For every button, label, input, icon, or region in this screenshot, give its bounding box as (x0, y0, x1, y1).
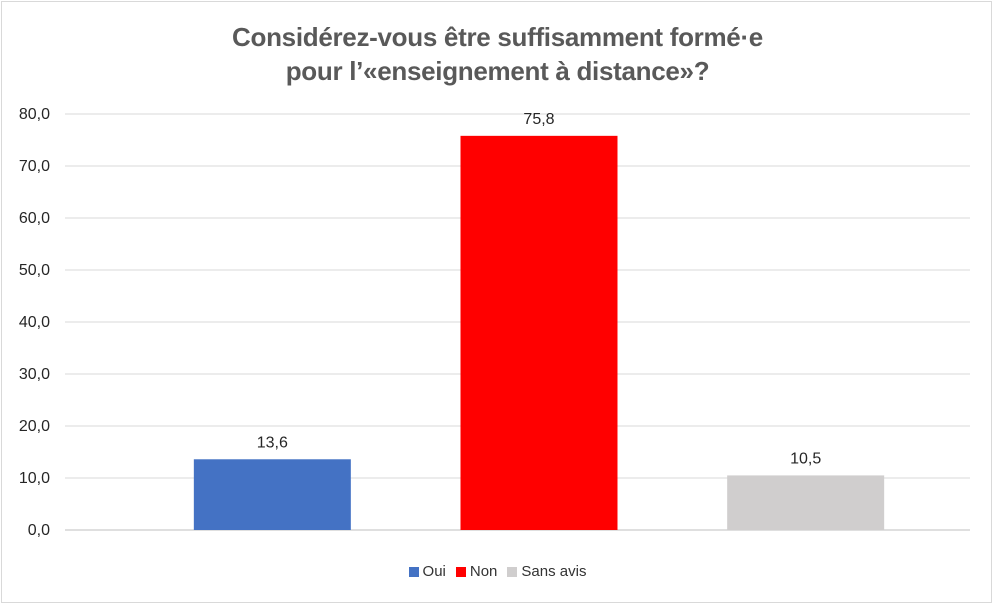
legend-swatch-oui (408, 566, 419, 577)
y-tick-label: 20,0 (19, 418, 50, 435)
legend-label-non: Non (469, 563, 498, 580)
legend-item-non: Non (455, 563, 498, 580)
data-label-oui: 13,6 (257, 434, 288, 451)
y-tick-label: 40,0 (19, 314, 50, 331)
chart-title: Considérez-vous être suffisamment formé·… (0, 20, 995, 88)
bar-oui (193, 459, 351, 530)
legend-label-sans-avis: Sans avis (521, 563, 587, 580)
legend-label-oui: Oui (422, 563, 446, 580)
legend-swatch-sans-avis (507, 566, 518, 577)
y-tick-label: 50,0 (19, 262, 50, 279)
data-label-non: 75,8 (523, 111, 554, 128)
y-tick-label: 10,0 (19, 470, 50, 487)
legend-swatch-non (455, 566, 466, 577)
y-tick-label: 70,0 (19, 158, 50, 175)
y-tick-label: 80,0 (19, 106, 50, 123)
y-tick-label: 30,0 (19, 366, 50, 383)
y-tick-label: 0,0 (28, 522, 50, 539)
legend-item-sans-avis: Sans avis (507, 563, 586, 580)
y-tick-label: 60,0 (19, 210, 50, 227)
chart-title-line-1: Considérez-vous être suffisamment formé·… (232, 22, 763, 52)
legend: Oui Non Sans avis (0, 563, 995, 580)
chart-title-line-2: pour l’«enseignement à distance»? (285, 56, 710, 86)
data-label-sans-avis: 10,5 (790, 450, 821, 467)
bar-non (460, 135, 618, 530)
bar-sans-avis (727, 475, 885, 530)
legend-item-oui: Oui (408, 563, 446, 580)
